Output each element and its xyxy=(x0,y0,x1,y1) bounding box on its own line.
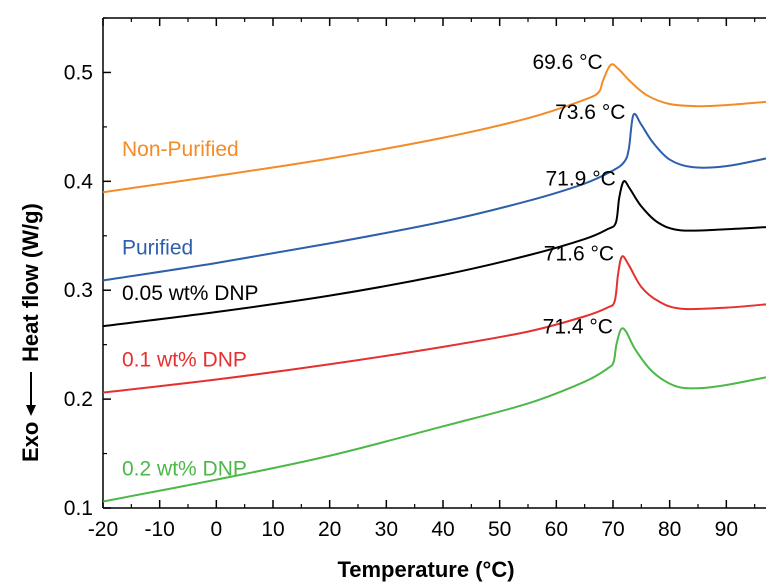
x-tick-label: 70 xyxy=(601,518,624,541)
series-line-1 xyxy=(102,112,766,282)
series-name-label-4: 0.2 wt% DNP xyxy=(122,457,247,480)
plot-frame xyxy=(102,17,766,509)
series-line-0 xyxy=(102,63,766,194)
series-line-4 xyxy=(102,327,766,503)
series-layer xyxy=(102,63,766,503)
y-axis-exo-label: Exo xyxy=(18,422,43,462)
x-tick-label: 50 xyxy=(488,518,511,541)
x-tick-label: -10 xyxy=(144,518,174,541)
series-name-label-2: 0.05 wt% DNP xyxy=(122,282,259,305)
series-name-label-0: Non-Purified xyxy=(122,138,239,161)
x-tick-label: 20 xyxy=(318,518,341,541)
x-tick-label: 60 xyxy=(545,518,568,541)
x-tick-label: 30 xyxy=(375,518,398,541)
series-line-3 xyxy=(102,255,766,394)
peak-temperature-label-4: 71.4 °C xyxy=(543,315,613,338)
y-tick-label: 0.5 xyxy=(64,61,93,84)
y-axis: 0.1 0.2 0.3 0.4 0.5 xyxy=(64,17,111,520)
x-axis: -20 -10 0 10 20 30 40 50 60 70 80 90 xyxy=(88,18,756,541)
x-tick-label: -20 xyxy=(88,518,118,541)
y-tick-label: 0.1 xyxy=(64,497,93,520)
x-tick-label: 0 xyxy=(210,518,222,541)
series-line-2 xyxy=(102,180,766,328)
exo-arrow-icon xyxy=(26,372,36,416)
x-tick-label: 80 xyxy=(658,518,681,541)
peak-temperature-label-2: 71.9 °C xyxy=(545,167,615,190)
peak-temperature-label-0: 69.6 °C xyxy=(532,51,602,74)
x-tick-label: 10 xyxy=(261,518,284,541)
peak-temperature-label-3: 71.6 °C xyxy=(544,242,614,265)
y-tick-label: 0.4 xyxy=(64,170,94,193)
x-tick-label: 90 xyxy=(715,518,738,541)
x-axis-title: Temperature (°C) xyxy=(337,557,514,582)
y-axis-title-group: Exo Heat flow (W/g) xyxy=(18,203,43,462)
series-name-label-3: 0.1 wt% DNP xyxy=(122,349,247,372)
y-axis-title: Heat flow (W/g) xyxy=(18,203,43,362)
peak-temperature-label-1: 73.6 °C xyxy=(555,101,625,124)
y-tick-label: 0.3 xyxy=(64,279,93,302)
y-tick-label: 0.2 xyxy=(64,388,93,411)
x-tick-label: 40 xyxy=(431,518,454,541)
label-layer: Non-Purified 69.6 °C Purified 73.6 °C 0.05 w… xyxy=(122,51,625,481)
series-name-label-1: Purified xyxy=(122,236,193,259)
